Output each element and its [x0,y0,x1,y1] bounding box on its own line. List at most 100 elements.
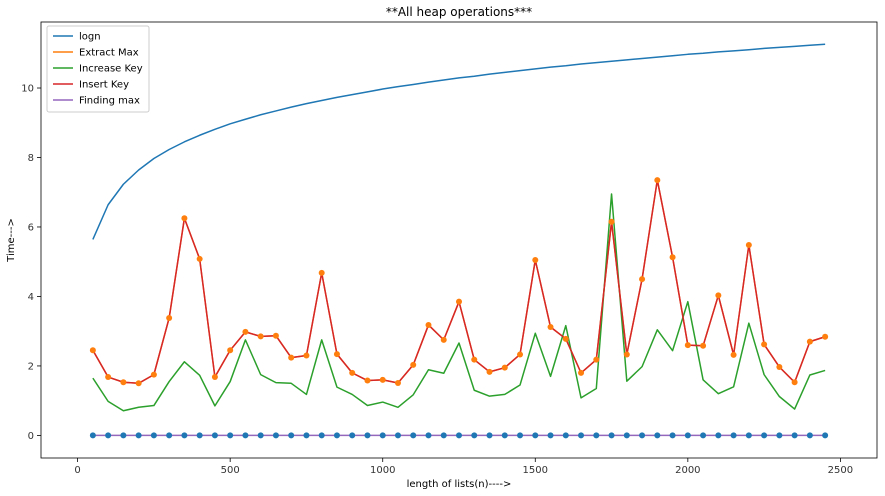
finding-max-point [181,432,188,439]
extract-max-point [593,356,600,363]
y-tick-label: 6 [28,222,34,233]
finding-max-point [562,432,569,439]
extract-max-point [745,242,752,249]
extract-max-point [349,369,356,376]
extract-max-point [562,335,569,342]
extract-max-point [623,351,630,358]
finding-max-point [150,432,157,439]
extract-max-point [105,374,112,381]
extract-max-point [303,352,310,359]
extract-max-point [791,379,798,386]
finding-max-point [349,432,356,439]
finding-max-point [578,432,585,439]
extract-max-point [776,363,783,370]
legend-label-finding-max: Finding max [79,96,140,107]
finding-max-point [700,432,707,439]
finding-max-point [501,432,508,439]
extract-max-point [196,255,203,262]
extract-max-point [517,351,524,358]
finding-max-point [425,432,432,439]
extract-max-point [456,298,462,305]
finding-max-point [532,432,539,439]
chart-title: **All heap operations*** [386,5,532,19]
extract-max-point [379,376,386,383]
legend-label-insert-key: Insert Key [79,80,129,91]
extract-max-point [227,347,234,354]
legend-label-logn: logn [79,32,101,43]
plot-area: 0 500 1000 1500 2000 2500 0 2 4 6 8 10 [21,21,878,476]
finding-max-point [440,432,447,439]
finding-max-point [166,432,173,439]
extract-max-point [715,292,722,299]
finding-max-point [379,432,386,439]
y-tick-label: 10 [21,84,34,95]
legend-box [46,25,150,113]
finding-max-point [684,432,691,439]
finding-max-point [608,432,615,439]
extract-max-point [425,321,432,328]
finding-max-point [822,432,829,439]
extract-max-point [120,379,127,386]
finding-max-point [547,432,554,439]
x-tick-label: 2000 [675,465,700,476]
finding-max-point [196,432,203,439]
series-line-logn [92,43,826,240]
x-tick-label: 0 [74,465,80,476]
finding-max-point [486,432,493,439]
finding-max-point [410,432,417,439]
finding-max-point [272,432,279,439]
finding-max-point [135,432,142,439]
extract-max-point [166,314,173,321]
extract-max-point [440,336,447,343]
extract-max-point [822,333,829,340]
finding-max-point [623,432,630,439]
finding-max-point [89,432,96,439]
x-axis-label: length of lists(n)----> [407,479,512,490]
finding-max-point [761,432,768,439]
legend: logn Extract Max Increase Key Insert Key Fin… [46,25,150,113]
finding-max-point [242,432,249,439]
extract-max-point [806,338,813,345]
extract-max-point [486,368,493,375]
finding-max-point [517,432,524,439]
finding-max-point [364,432,371,439]
y-tick-label: 4 [28,292,34,303]
extract-max-point [410,361,417,368]
extract-max-point [639,276,646,283]
extract-max-point [242,328,249,335]
y-axis-label: Time---> [6,218,17,263]
extract-max-point [608,218,615,225]
finding-max-point [288,432,295,439]
finding-max-point [318,432,325,439]
extract-max-point [700,342,707,349]
extract-max-point [364,377,371,384]
extract-max-point [730,351,737,358]
extract-max-point [761,341,768,348]
finding-max-point [715,432,722,439]
y-tick-label: 0 [28,431,34,442]
extract-max-point [578,369,585,376]
extract-max-point [89,347,96,354]
finding-max-point [456,432,462,439]
finding-max-point [303,432,310,439]
x-tick-label: 1500 [523,465,548,476]
finding-max-point [745,432,752,439]
finding-max-point [654,432,661,439]
extract-max-point [181,215,188,222]
extract-max-point [211,374,218,381]
x-tick-label: 500 [221,465,240,476]
extract-max-point [257,333,264,340]
extract-max-point [150,371,157,378]
legend-label-extract-max: Extract Max [79,48,139,59]
extract-max-point [501,364,508,371]
extract-max-point [684,342,691,349]
extract-max-point [669,254,676,261]
extract-max-point [318,269,325,276]
finding-max-point [593,432,600,439]
finding-max-point [669,432,676,439]
extract-max-point [272,332,279,339]
series-line-increase-key [92,193,826,412]
x-tick-label: 2500 [828,465,853,476]
y-tick-label: 2 [28,361,34,372]
